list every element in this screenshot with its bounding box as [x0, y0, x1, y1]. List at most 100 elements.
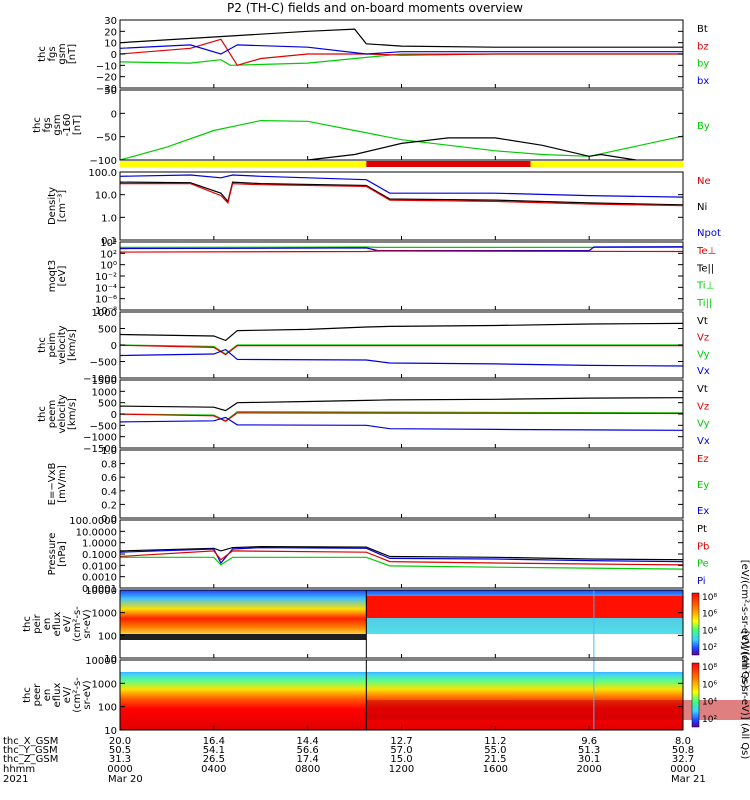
- peer-ylabel-line: eflux: [52, 683, 63, 708]
- fgs-series-0: [119, 28, 683, 48]
- colorbar-tick-label: 10²: [702, 715, 717, 725]
- peem-series-2: [119, 412, 684, 422]
- x-axis-table: thc_X_GSMthc_Y_GSMthc_Z_GSMhhmm202120.05…: [3, 736, 706, 785]
- density-ytick-label: 0.1: [101, 236, 117, 247]
- fgs-ytick-label: −30: [96, 84, 117, 95]
- peir-ytick-label: 1000: [92, 609, 117, 620]
- panel-peir: 10000 1000 100 10 thc peir en eflux eV/(cm²-s-sr…: [22, 586, 684, 665]
- x-axis-value: 14.4: [297, 736, 319, 747]
- efield-ytick-label: 0.0: [101, 514, 117, 525]
- panel-peer: 10000 1000 100 10 thc peer en eflux eV/(cm²-s-sr…: [22, 656, 750, 737]
- temp-legend-Te||: Te||: [696, 263, 714, 274]
- fgs_pos-ylabel-line: [nT]: [72, 115, 83, 135]
- peem-ytick-label: 1000: [92, 387, 117, 398]
- fgs-ytick-label: −20: [96, 73, 117, 84]
- peim-legend-Vz: Vz: [697, 333, 709, 344]
- peem-legend-Vz: Vz: [697, 401, 709, 412]
- density-ylabel-line: [cm⁻³]: [57, 190, 68, 222]
- x-axis-value: 26.5: [203, 754, 225, 765]
- peim-ytick-label: −1000: [83, 374, 117, 385]
- pressure-legend-Pb: Pb: [697, 541, 709, 552]
- temp-ytick-label: 10⁴: [100, 238, 117, 249]
- peim-ytick-label: 0: [111, 341, 117, 352]
- peir-ylabel-line: thc: [22, 616, 33, 632]
- peir-ylabel-line: (cm²-s-: [72, 606, 83, 642]
- x-axis-value: 1600: [483, 764, 508, 775]
- density-ytick-label: 100.0: [88, 168, 117, 179]
- fgs-legend-Bt: Bt: [697, 24, 708, 35]
- pressure-ytick-label: 10.0000: [76, 527, 117, 538]
- peem-legend-Vt: Vt: [697, 384, 708, 395]
- x-axis-value: 15.0: [390, 754, 412, 765]
- peem-ylabel-line: [km/s]: [67, 398, 78, 430]
- peem-frame: [119, 379, 684, 449]
- x-axis-row-label: thc_X_GSM: [3, 736, 58, 747]
- peir-empty-band: [366, 634, 683, 658]
- fgs-ylabel-line: gsm: [57, 43, 68, 64]
- colorbar-scale: [691, 592, 700, 656]
- efield-legend-Ey: Ey: [697, 480, 709, 491]
- peem-series-3: [119, 416, 684, 431]
- peer-ytick-label: 1000: [92, 679, 117, 690]
- x-axis-value: 12.7: [390, 736, 412, 747]
- peer-dense-patch: [366, 700, 750, 720]
- pressure-series-1: [119, 546, 684, 565]
- peir-ytick-label: 100: [98, 631, 117, 642]
- fgs-ylabel-line: thc: [37, 46, 48, 62]
- fgs-legend-bz: bz: [697, 41, 709, 52]
- peem-ytick-label: −500: [90, 421, 117, 432]
- x-axis-value: 8.0: [675, 736, 691, 747]
- x-axis-value: 11.2: [484, 736, 506, 747]
- peem-ytick-label: 0: [111, 410, 117, 421]
- fgs_pos-ytick-label: 0: [111, 109, 117, 120]
- pressure-ytick-label: 0.0100: [82, 561, 117, 572]
- x-axis-value: 21.5: [484, 754, 506, 765]
- peem-series-0: [119, 397, 684, 412]
- figure-title: P2 (TH-C) fields and on-board moments ov…: [227, 1, 523, 15]
- colorbar-tick-label: 10⁸: [702, 593, 717, 603]
- peir-empty-band-left: [120, 640, 367, 658]
- x-axis-value: 20.0: [109, 736, 131, 747]
- peim-ylabel-line: [km/s]: [67, 329, 78, 361]
- efield-legend-Ex: Ex: [697, 506, 709, 517]
- pressure-ytick-label: 0.1000: [82, 550, 117, 561]
- density-ytick-label: 10.0: [95, 191, 117, 202]
- temp-series-2: [119, 250, 684, 253]
- colorbar-0: 10⁸ 10⁶ 10⁴ 10² [eV/(cm²-s-sr-eV)] (All Qs): [691, 560, 750, 689]
- density-series-0: [119, 174, 684, 198]
- x-axis-value: 1200: [389, 764, 414, 775]
- colorbar-tick-label: 10²: [702, 643, 717, 653]
- x-axis-value: 57.0: [390, 745, 412, 756]
- x-axis-row-label: thc_Z_GSM: [3, 754, 58, 765]
- efield-ytick-label: 1.0: [101, 446, 117, 457]
- fgs_pos-series-1: [307, 137, 637, 161]
- colorbar-label: [eV/(cm²-s-sr-eV)] (All Qs): [739, 560, 750, 689]
- peim-series-3: [119, 348, 684, 367]
- pressure-ytick-label: 100.0000: [69, 516, 117, 527]
- peem-ylabel-line: velocity: [57, 394, 68, 433]
- peir-ylabel-line: eflux: [52, 612, 63, 637]
- pressure-ytick-label: 0.0010: [82, 573, 117, 584]
- peir-ytick-label: 10000: [85, 586, 117, 597]
- pressure-frame: [119, 519, 684, 589]
- temp-ylabel-line: moqt3: [47, 260, 58, 293]
- efield-frame: [119, 449, 684, 519]
- density-legend-Ne: Ne: [697, 176, 711, 187]
- pressure-ylabel-line: [nPa]: [57, 541, 68, 567]
- x-axis-value: 0000: [670, 764, 695, 775]
- peir-ylabel-line: en: [42, 618, 53, 631]
- peir-ytick-label: 10: [104, 654, 117, 665]
- peer-ylabel-line: sr-eV): [82, 680, 93, 709]
- peem-ylabel-line: thc: [37, 406, 48, 422]
- peim-legend-Vt: Vt: [697, 316, 708, 327]
- x-axis-value: 50.5: [109, 745, 131, 756]
- peim-series-2: [119, 344, 683, 356]
- fgs_pos-ylabel-line: gsm: [52, 114, 63, 135]
- efield-ylabel-line: [mV/m]: [57, 465, 68, 503]
- efield-ytick-label: 0.4: [101, 487, 117, 498]
- pressure-series-2: [119, 550, 684, 566]
- colorbar-tick-label: 10⁸: [702, 663, 717, 673]
